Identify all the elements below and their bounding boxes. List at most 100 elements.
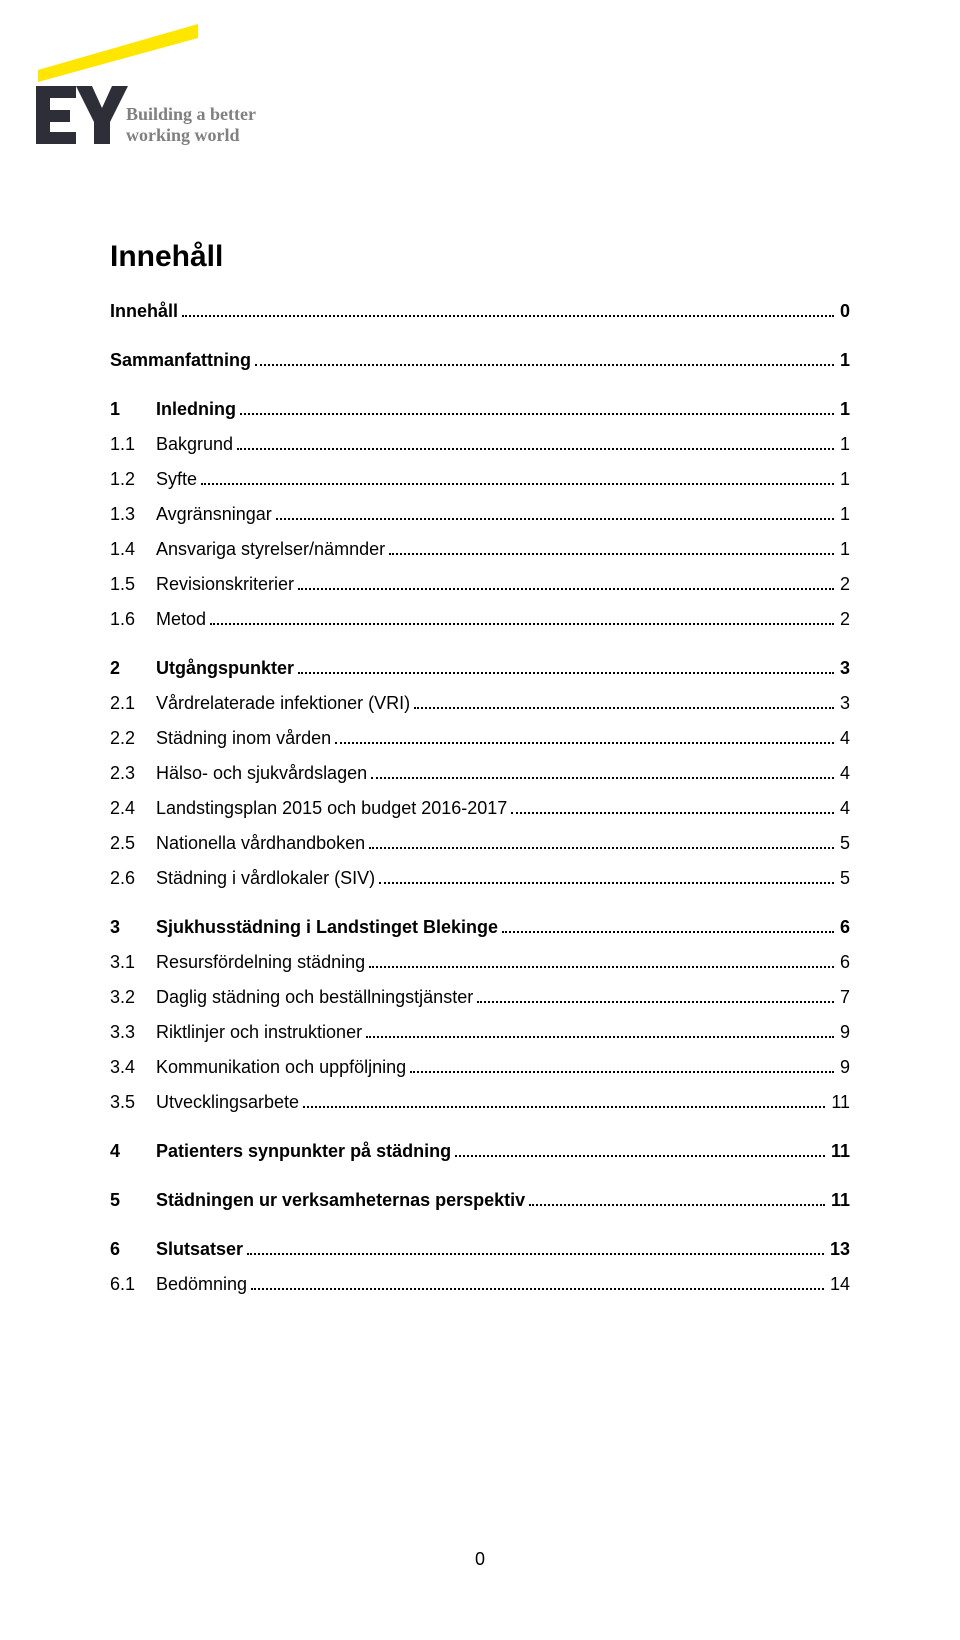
toc-number: 3.3 [110,1023,156,1041]
logo: Building a better working world [18,24,278,154]
toc-text: Hälso- och sjukvårdslagen [156,763,367,783]
toc-entry[interactable]: 1.5Revisionskriterier 2 [110,575,850,594]
toc-text: Patienters synpunkter på städning [156,1141,451,1161]
toc-leader [298,577,834,591]
toc-entry[interactable]: 2.1Vårdrelaterade infektioner (VRI) 3 [110,694,850,713]
toc-gap [110,1226,850,1240]
toc-number: 1.4 [110,540,156,558]
toc-label: 3.3Riktlinjer och instruktioner [110,1023,362,1041]
toc-leader [335,731,834,745]
toc-entry[interactable]: 3.3Riktlinjer och instruktioner 9 [110,1023,850,1042]
toc-page: 5 [838,869,850,887]
toc-entry[interactable]: 3.4Kommunikation och uppföljning 9 [110,1058,850,1077]
toc-page: 2 [838,610,850,628]
toc-leader [247,1242,824,1256]
toc-number: 1.3 [110,505,156,523]
toc-page: 1 [838,505,850,523]
toc-entry[interactable]: 2.2Städning inom vården 4 [110,729,850,748]
toc-gap [110,1177,850,1191]
toc-label: 1.1Bakgrund [110,435,233,453]
toc-entry[interactable]: 3Sjukhusstädning i Landstinget Blekinge 6 [110,918,850,937]
toc-page: 1 [838,470,850,488]
toc-leader [379,871,834,885]
tagline-line-1: Building a better [126,104,256,125]
toc-text: Revisionskriterier [156,574,294,594]
toc-page: 14 [828,1275,850,1293]
toc-leader [410,1060,834,1074]
toc-leader [371,766,834,780]
toc-label: 1.2Syfte [110,470,197,488]
toc-entry[interactable]: 2.3Hälso- och sjukvårdslagen 4 [110,764,850,783]
toc-text: Sjukhusstädning i Landstinget Blekinge [156,917,498,937]
toc-entry[interactable]: 6Slutsatser 13 [110,1240,850,1259]
toc-leader [255,353,834,367]
toc-number: 3.2 [110,988,156,1006]
toc-label: 1.4Ansvariga styrelser/nämnder [110,540,385,558]
toc-entry[interactable]: Innehåll0 [110,302,850,321]
toc-label: 2.4Landstingsplan 2015 och budget 2016-2… [110,799,507,817]
toc-number: 3 [110,918,156,936]
toc-number: 3.1 [110,953,156,971]
toc-text: Sammanfattning [110,350,251,370]
toc-entry[interactable]: 4Patienters synpunkter på städning11 [110,1142,850,1161]
toc-text: Utgångspunkter [156,658,294,678]
toc-leader [237,437,834,451]
toc-entry[interactable]: Sammanfattning1 [110,351,850,370]
toc-page: 6 [838,918,850,936]
toc-number: 3.5 [110,1093,156,1111]
toc-label: 3Sjukhusstädning i Landstinget Blekinge [110,918,498,936]
toc-page: 11 [829,1093,850,1111]
toc-leader [455,1144,825,1158]
toc-leader [477,990,834,1004]
toc-label: 6Slutsatser [110,1240,243,1258]
toc-leader [251,1277,824,1291]
page: Building a better working world Innehåll… [0,0,960,1640]
tagline-line-2: working world [126,125,256,146]
toc-label: 2.1Vårdrelaterade infektioner (VRI) [110,694,410,712]
toc-text: Syfte [156,469,197,489]
toc-page: 3 [838,659,850,677]
footer-page-number: 0 [0,1549,960,1570]
toc-label: 2.3Hälso- och sjukvårdslagen [110,764,367,782]
toc-text: Resursfördelning städning [156,952,365,972]
toc-page: 4 [838,764,850,782]
toc-entry[interactable]: 5Städningen ur verksamheternas perspekti… [110,1191,850,1210]
toc-page: 7 [838,988,850,1006]
toc-leader [298,661,834,675]
toc-label: Innehåll [110,302,178,320]
toc-leader [414,696,834,710]
toc-entry[interactable]: 1.6Metod 2 [110,610,850,629]
toc-text: Slutsatser [156,1239,243,1259]
toc-entry[interactable]: 1Inledning1 [110,400,850,419]
toc-entry[interactable]: 1.2Syfte 1 [110,470,850,489]
toc-entry[interactable]: 2.6Städning i vårdlokaler (SIV) 5 [110,869,850,888]
toc-text: Landstingsplan 2015 och budget 2016-2017 [156,798,507,818]
toc-page: 4 [838,729,850,747]
toc-text: Daglig städning och beställningstjänster [156,987,473,1007]
toc-entry[interactable]: 1.4Ansvariga styrelser/nämnder 1 [110,540,850,559]
toc-entry[interactable]: 1.3Avgränsningar 1 [110,505,850,524]
toc-number: 1.6 [110,610,156,628]
toc-label: 1.3Avgränsningar [110,505,272,523]
toc-entry[interactable]: 2.5Nationella vårdhandboken 5 [110,834,850,853]
toc-leader [529,1193,825,1207]
toc-number: 1 [110,400,156,418]
toc-entry[interactable]: 3.2Daglig städning och beställningstjäns… [110,988,850,1007]
toc-number: 1.1 [110,435,156,453]
toc-entry[interactable]: 3.5Utvecklingsarbete11 [110,1093,850,1112]
toc-text: Vårdrelaterade infektioner (VRI) [156,693,410,713]
toc-entry[interactable]: 6.1Bedömning14 [110,1275,850,1294]
toc-leader [502,920,834,934]
toc-page: 1 [838,400,850,418]
toc-text: Kommunikation och uppföljning [156,1057,406,1077]
toc-page: 13 [828,1240,850,1258]
toc-page: 11 [829,1191,850,1209]
toc-text: Metod [156,609,206,629]
toc-page: 6 [838,953,850,971]
toc-gap [110,1128,850,1142]
toc-entry[interactable]: 1.1Bakgrund 1 [110,435,850,454]
toc-entry[interactable]: 2.4Landstingsplan 2015 och budget 2016-2… [110,799,850,818]
toc-page: 2 [838,575,850,593]
toc-entry[interactable]: 2Utgångspunkter3 [110,659,850,678]
toc-entry[interactable]: 3.1Resursfördelning städning 6 [110,953,850,972]
